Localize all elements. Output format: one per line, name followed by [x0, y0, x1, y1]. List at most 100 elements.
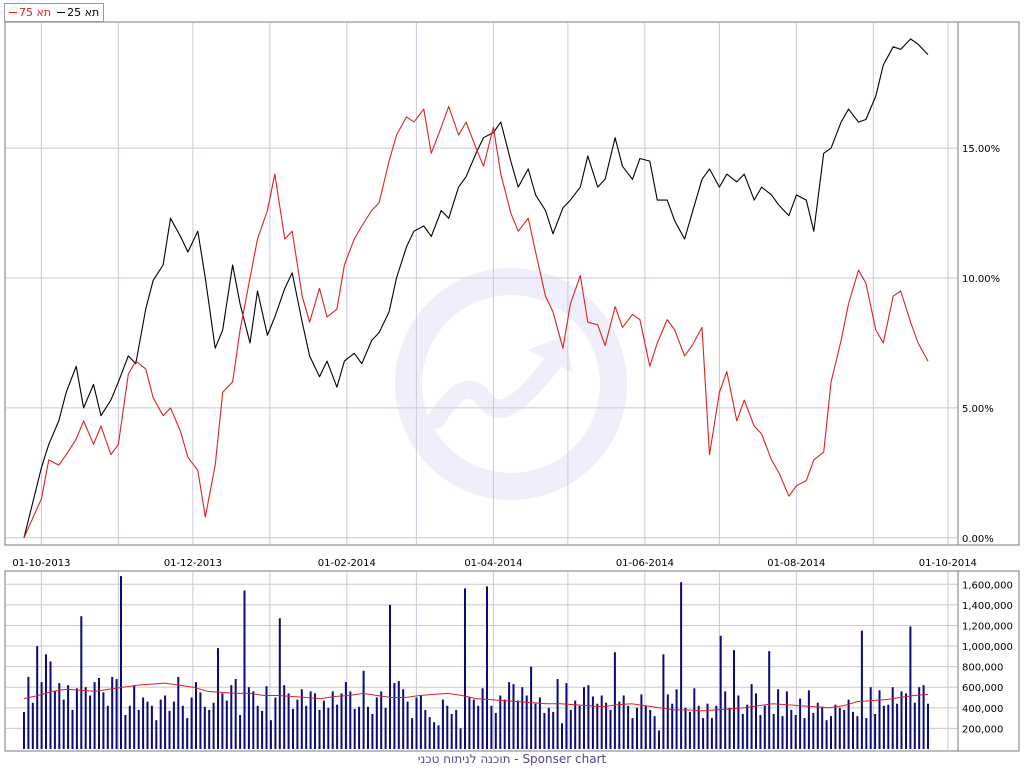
volume-bar — [569, 709, 572, 749]
volume-bar — [596, 703, 599, 749]
volume-bar — [843, 709, 846, 749]
volume-bar — [675, 689, 678, 749]
volume-bar — [309, 691, 312, 749]
price-x-tick-label: 01-02-2014 — [318, 558, 376, 569]
volume-bar — [737, 695, 740, 749]
volume-bar — [71, 709, 74, 749]
volume-bar — [609, 709, 612, 749]
volume-bar — [874, 714, 877, 749]
volume-bar — [490, 705, 493, 749]
volume-bar — [746, 704, 749, 749]
volume-bar — [256, 705, 259, 749]
volume-bar — [671, 703, 674, 749]
volume-bar — [384, 707, 387, 749]
volume-y-tick-label: 400,000 — [962, 704, 1003, 715]
volume-bar — [164, 695, 167, 749]
volume-ma-line — [23, 682, 929, 712]
volume-bar — [446, 705, 449, 749]
volume-bar — [591, 696, 594, 749]
volume-bar — [159, 699, 162, 749]
legend-item-ta75: תא 75 — [9, 6, 51, 19]
volume-bar — [274, 697, 277, 749]
volume-bar — [318, 709, 321, 749]
price-panel — [4, 21, 1020, 546]
volume-bar — [508, 682, 511, 749]
volume-bar — [80, 616, 83, 749]
volume-bar — [322, 700, 325, 749]
volume-bar — [93, 682, 96, 749]
price-series-line — [23, 38, 929, 538]
volume-bar — [331, 691, 334, 749]
volume-bar — [49, 661, 52, 749]
volume-bar — [830, 716, 832, 749]
volume-bar — [269, 720, 272, 749]
volume-bar — [464, 588, 466, 749]
volume-bar — [40, 682, 43, 749]
price-x-axis-labels: 01-10-2013 01-12-2013 01-02-2014 01-04-2014… — [12, 558, 977, 569]
price-x-tick-label: 01-08-2014 — [767, 558, 825, 569]
volume-bar — [697, 705, 700, 749]
volume-bar — [887, 704, 890, 749]
volume-bar — [891, 687, 894, 749]
volume-bar — [600, 695, 603, 749]
volume-bar — [177, 676, 180, 749]
volume-bar — [499, 695, 502, 749]
footer-credit: תוכנה לניתוח טכני - Sponser chart — [417, 752, 607, 766]
volume-bar — [503, 699, 506, 749]
volume-bar — [27, 676, 30, 749]
volume-bar — [763, 705, 766, 749]
volume-y-tick-label: 1,200,000 — [962, 621, 1013, 632]
volume-bar — [856, 716, 859, 749]
volume-bar — [349, 691, 352, 749]
volume-bar — [221, 693, 224, 749]
legend-label: תא 25 — [67, 6, 100, 19]
volume-bar — [777, 689, 780, 749]
volume-bar — [371, 714, 374, 749]
volume-bar — [128, 705, 131, 749]
volume-bar — [45, 654, 47, 749]
volume-bar — [878, 690, 881, 749]
volume-bar — [618, 701, 621, 749]
volume-bar — [283, 685, 286, 749]
volume-bar — [230, 685, 233, 749]
volume-bar — [644, 705, 647, 749]
volume-bar — [693, 688, 696, 749]
volume-bar — [785, 691, 788, 749]
volume-bar — [516, 700, 519, 749]
volume-bar — [455, 709, 458, 749]
volume-bar — [36, 646, 39, 749]
volume-bar — [181, 705, 184, 749]
volume-y-tick-label: 600,000 — [962, 683, 1003, 694]
price-grid — [6, 22, 959, 545]
volume-bar — [658, 730, 660, 749]
volume-bar — [662, 654, 665, 749]
volume-bar — [292, 708, 294, 749]
volume-bar — [389, 604, 391, 749]
volume-bar — [168, 710, 171, 749]
volume-bar — [358, 706, 361, 749]
volume-bar — [340, 693, 343, 749]
volume-bar — [543, 713, 546, 749]
volume-bar — [631, 718, 634, 749]
volume-bar — [67, 685, 70, 749]
legend: תא 75 תא 25 — [4, 3, 105, 22]
volume-bar — [477, 705, 480, 749]
volume-bar — [869, 687, 872, 749]
volume-bar — [314, 693, 316, 749]
price-y-tick-label: 5.00% — [962, 404, 994, 415]
volume-bar — [538, 697, 541, 749]
volume-bar — [653, 716, 656, 749]
volume-bar — [896, 703, 899, 749]
volume-bar — [781, 716, 784, 749]
price-x-tick-label: 01-12-2013 — [164, 558, 222, 569]
volume-bar — [905, 693, 907, 749]
volume-bar — [706, 703, 709, 749]
volume-y-tick-label: 1,600,000 — [962, 580, 1013, 591]
volume-bar — [521, 687, 524, 749]
volume-bar — [344, 682, 347, 749]
volume-bar — [102, 692, 105, 749]
volume-bar — [724, 691, 727, 749]
legend-swatch — [57, 12, 66, 13]
volume-bar — [741, 714, 744, 749]
volume-y-tick-label: 800,000 — [962, 663, 1003, 674]
